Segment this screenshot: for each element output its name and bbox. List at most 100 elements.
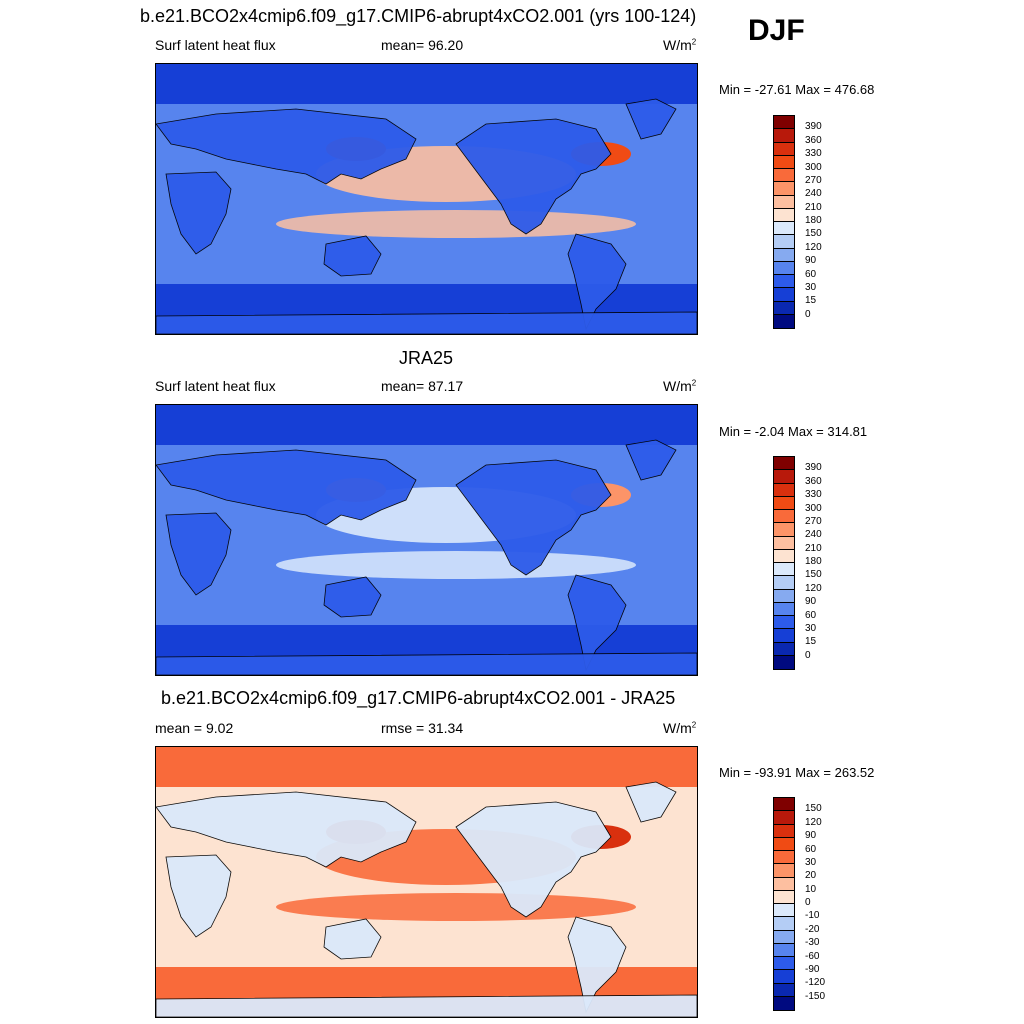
colorbar-tick-label: -90 bbox=[805, 963, 820, 975]
colorbar-tick-label: -10 bbox=[805, 910, 820, 922]
colorbar-swatch bbox=[774, 642, 794, 656]
colorbar-tick-label: 60 bbox=[805, 268, 817, 280]
colorbar-tick-label: 300 bbox=[805, 502, 822, 514]
colorbar-swatch bbox=[774, 943, 794, 957]
colorbar-swatch bbox=[774, 510, 794, 524]
colorbar-tick-label: 210 bbox=[805, 542, 822, 554]
colorbar-swatch bbox=[774, 811, 794, 825]
continent-outline bbox=[156, 652, 697, 675]
colorbar-tick-label: 90 bbox=[805, 596, 817, 608]
colorbar-tick-label: 360 bbox=[805, 475, 822, 487]
colorbar-swatch bbox=[774, 314, 794, 328]
colorbar-swatch bbox=[774, 851, 794, 865]
continent-outline bbox=[165, 512, 232, 596]
colorbar-swatch bbox=[774, 275, 794, 289]
panel-2-map bbox=[155, 404, 698, 676]
colorbar-swatch bbox=[774, 877, 794, 891]
panel-3-map bbox=[155, 746, 698, 1018]
panel-1-colorbar bbox=[773, 115, 795, 329]
colorbar-tick-label: 330 bbox=[805, 148, 822, 160]
colorbar-tick-label: 60 bbox=[805, 843, 817, 855]
colorbar-swatch bbox=[774, 288, 794, 302]
panel-2-mean-label: mean= 87.17 bbox=[381, 378, 464, 394]
panel-2-colorbar bbox=[773, 456, 795, 670]
panel-3-colorbar bbox=[773, 797, 795, 1011]
panel-1-minmax: Min = -27.61 Max = 476.68 bbox=[719, 82, 875, 97]
colorbar-swatch bbox=[774, 602, 794, 616]
colorbar-tick-label: 300 bbox=[805, 161, 822, 173]
colorbar-swatch bbox=[774, 301, 794, 315]
polar-band-north bbox=[156, 64, 697, 104]
colorbar-tick-label: 30 bbox=[805, 622, 817, 634]
colorbar-swatch bbox=[774, 837, 794, 851]
continent-outline bbox=[156, 108, 417, 185]
colorbar-tick-label: 330 bbox=[805, 489, 822, 501]
colorbar-swatch bbox=[774, 930, 794, 944]
continent-outline bbox=[625, 781, 677, 823]
colorbar-tick-label: 270 bbox=[805, 515, 822, 527]
colorbar-swatch bbox=[774, 235, 794, 249]
colorbar-swatch bbox=[774, 824, 794, 838]
colorbar-swatch bbox=[774, 629, 794, 643]
colorbar-swatch bbox=[774, 655, 794, 669]
continent-outline bbox=[156, 791, 417, 868]
panel-1-variable-label: Surf latent heat flux bbox=[155, 37, 276, 53]
colorbar-tick-label: 15 bbox=[805, 295, 817, 307]
panel-1-title: b.e21.BCO2x4cmip6.f09_g17.CMIP6-abrupt4x… bbox=[140, 6, 697, 26]
continent-outline bbox=[156, 311, 697, 334]
continent-outline bbox=[165, 171, 232, 255]
colorbar-tick-label: 240 bbox=[805, 529, 822, 541]
continent-outline bbox=[156, 449, 417, 526]
colorbar-tick-label: 150 bbox=[805, 569, 822, 581]
colorbar-tick-label: -30 bbox=[805, 937, 820, 949]
colorbar-tick-label: 120 bbox=[805, 582, 822, 594]
continent-outline bbox=[323, 918, 382, 960]
colorbar-swatch bbox=[774, 616, 794, 630]
panel-3-minmax: Min = -93.91 Max = 263.52 bbox=[719, 765, 875, 780]
colorbar-tick-label: 120 bbox=[805, 816, 822, 828]
panel-3-map-field bbox=[156, 747, 697, 1017]
colorbar-swatch bbox=[774, 890, 794, 904]
colorbar-tick-label: 30 bbox=[805, 856, 817, 868]
panel-2-variable-label: Surf latent heat flux bbox=[155, 378, 276, 394]
continent-outline bbox=[625, 98, 677, 140]
continent-outline bbox=[323, 235, 382, 277]
continent-outline bbox=[455, 118, 612, 235]
colorbar-swatch bbox=[774, 904, 794, 918]
colorbar-tick-label: 240 bbox=[805, 188, 822, 200]
panel-2-units: W/m2 bbox=[663, 378, 697, 394]
colorbar-swatch bbox=[774, 983, 794, 997]
colorbar-swatch bbox=[774, 483, 794, 497]
colorbar-tick-label: 15 bbox=[805, 636, 817, 648]
colorbar-swatch bbox=[774, 129, 794, 143]
colorbar-swatch bbox=[774, 457, 794, 471]
colorbar-tick-label: 210 bbox=[805, 201, 822, 213]
colorbar-tick-label: 180 bbox=[805, 215, 822, 226]
colorbar-swatch bbox=[774, 496, 794, 510]
continent-outline bbox=[165, 854, 232, 938]
colorbar-tick-label: -150 bbox=[805, 990, 826, 1002]
colorbar-tick-label: 30 bbox=[805, 281, 817, 293]
polar-band-north bbox=[156, 747, 697, 787]
colorbar-swatch bbox=[774, 248, 794, 262]
colorbar-swatch bbox=[774, 536, 794, 550]
subtropical-band-south bbox=[276, 210, 636, 238]
colorbar-swatch bbox=[774, 155, 794, 169]
panel-1-mean-label: mean= 96.20 bbox=[381, 37, 464, 53]
panel-1-map bbox=[155, 63, 698, 335]
colorbar-tick-label: -60 bbox=[805, 950, 820, 962]
continent-outline bbox=[156, 994, 697, 1017]
colorbar-tick-label: 90 bbox=[805, 255, 817, 267]
colorbar-tick-label: 390 bbox=[805, 121, 822, 133]
colorbar-tick-label: -120 bbox=[805, 977, 826, 989]
panel-3-units: W/m2 bbox=[663, 720, 697, 736]
colorbar-tick-label: 270 bbox=[805, 174, 822, 186]
colorbar-swatch bbox=[774, 116, 794, 130]
colorbar-tick-label: 0 bbox=[805, 649, 811, 661]
subtropical-band-south bbox=[276, 551, 636, 579]
colorbar-tick-label: -20 bbox=[805, 923, 820, 935]
colorbar-tick-label: 0 bbox=[805, 308, 811, 320]
colorbar-tick-label: 60 bbox=[805, 609, 817, 621]
colorbar-swatch bbox=[774, 563, 794, 577]
colorbar-tick-label: 90 bbox=[805, 830, 817, 842]
